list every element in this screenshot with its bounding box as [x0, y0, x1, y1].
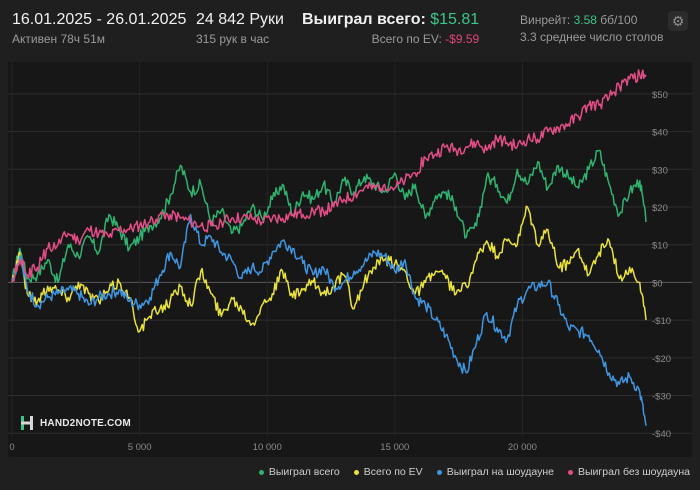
legend-label: Выиграл всего	[268, 466, 340, 478]
y-tick-label: $20	[652, 203, 668, 214]
gear-icon[interactable]: ⚙	[668, 11, 688, 31]
y-tick-label: -$20	[652, 354, 671, 365]
legend-dot-icon	[258, 469, 264, 475]
stats-header: 16.01.2025 - 26.01.2025 Активен 78ч 51м …	[0, 0, 700, 55]
hands-per-hour: 315 рук в час	[196, 32, 270, 46]
logo-text: HAND2NOTE.COM	[40, 417, 131, 429]
series-line	[11, 213, 647, 426]
hand2note-logo: HAND2NOTE.COM	[20, 415, 131, 431]
legend-dot-icon	[353, 469, 359, 475]
winrate-unit: бб/100	[600, 13, 638, 27]
y-tick-label: $10	[652, 241, 668, 252]
won-total-label: Выиграл всего:	[302, 11, 426, 28]
legend-label: Выиграл на шоудауне	[446, 466, 554, 478]
y-tick-label: $30	[652, 165, 668, 176]
series-line	[11, 69, 647, 283]
won-total-value: $15.81	[430, 11, 480, 28]
legend-label: Всего по EV	[363, 466, 423, 478]
x-tick-label: 0	[9, 442, 14, 453]
active-time: Активен 78ч 51м	[12, 32, 105, 46]
hands-block: 24 842 Руки 315 рук в час	[196, 11, 284, 46]
winrate-block: Винрейт: 3.58 бб/100 3.3 среднее число с…	[520, 13, 663, 44]
legend-dot-icon	[436, 469, 442, 475]
y-tick-label: $50	[652, 90, 668, 101]
legend-item[interactable]: Выиграл без шоудауна	[568, 466, 690, 478]
legend-item[interactable]: Выиграл на шоудауне	[436, 466, 554, 478]
legend-item[interactable]: Выиграл всего	[258, 466, 340, 478]
y-tick-label: -$30	[652, 392, 671, 403]
x-tick-label: 10 000	[253, 442, 282, 453]
results-block: Выиграл всего: $15.81 Всего по EV: -$9.5…	[302, 11, 479, 46]
series-line	[11, 149, 647, 284]
y-tick-label: -$40	[652, 429, 671, 440]
legend-dot-icon	[568, 469, 573, 475]
legend-label: Выиграл без шоудауна	[578, 466, 690, 478]
ev-total-label: Всего по EV:	[371, 32, 442, 46]
ev-total-value: -$9.59	[445, 32, 480, 46]
date-block: 16.01.2025 - 26.01.2025 Активен 78ч 51м	[12, 11, 186, 46]
x-tick-label: 5 000	[128, 442, 152, 453]
y-tick-label: $0	[652, 278, 663, 289]
hand2note-logo-icon	[21, 416, 33, 430]
x-tick-label: 15 000	[380, 442, 409, 453]
chart-legend: Выиграл всего Всего по EV Выиграл на шоуда…	[210, 466, 690, 478]
winrate-value: 3.58	[573, 13, 597, 27]
date-range: 16.01.2025 - 26.01.2025	[12, 11, 187, 28]
y-tick-label: $40	[652, 128, 668, 139]
hands-count: 24 842 Руки	[196, 11, 284, 28]
plot-area	[8, 62, 692, 457]
winrate: Винрейт: 3.58 бб/100	[520, 13, 663, 27]
legend-item[interactable]: Всего по EV	[353, 466, 423, 478]
avg-tables: 3.3 среднее число столов	[520, 30, 664, 44]
ev-total: Всего по EV: -$9.59	[302, 32, 480, 46]
winrate-label: Винрейт:	[520, 13, 571, 27]
y-tick-label: -$10	[652, 316, 671, 327]
x-tick-label: 20 000	[508, 442, 537, 453]
won-total: Выиграл всего: $15.81	[302, 11, 479, 29]
